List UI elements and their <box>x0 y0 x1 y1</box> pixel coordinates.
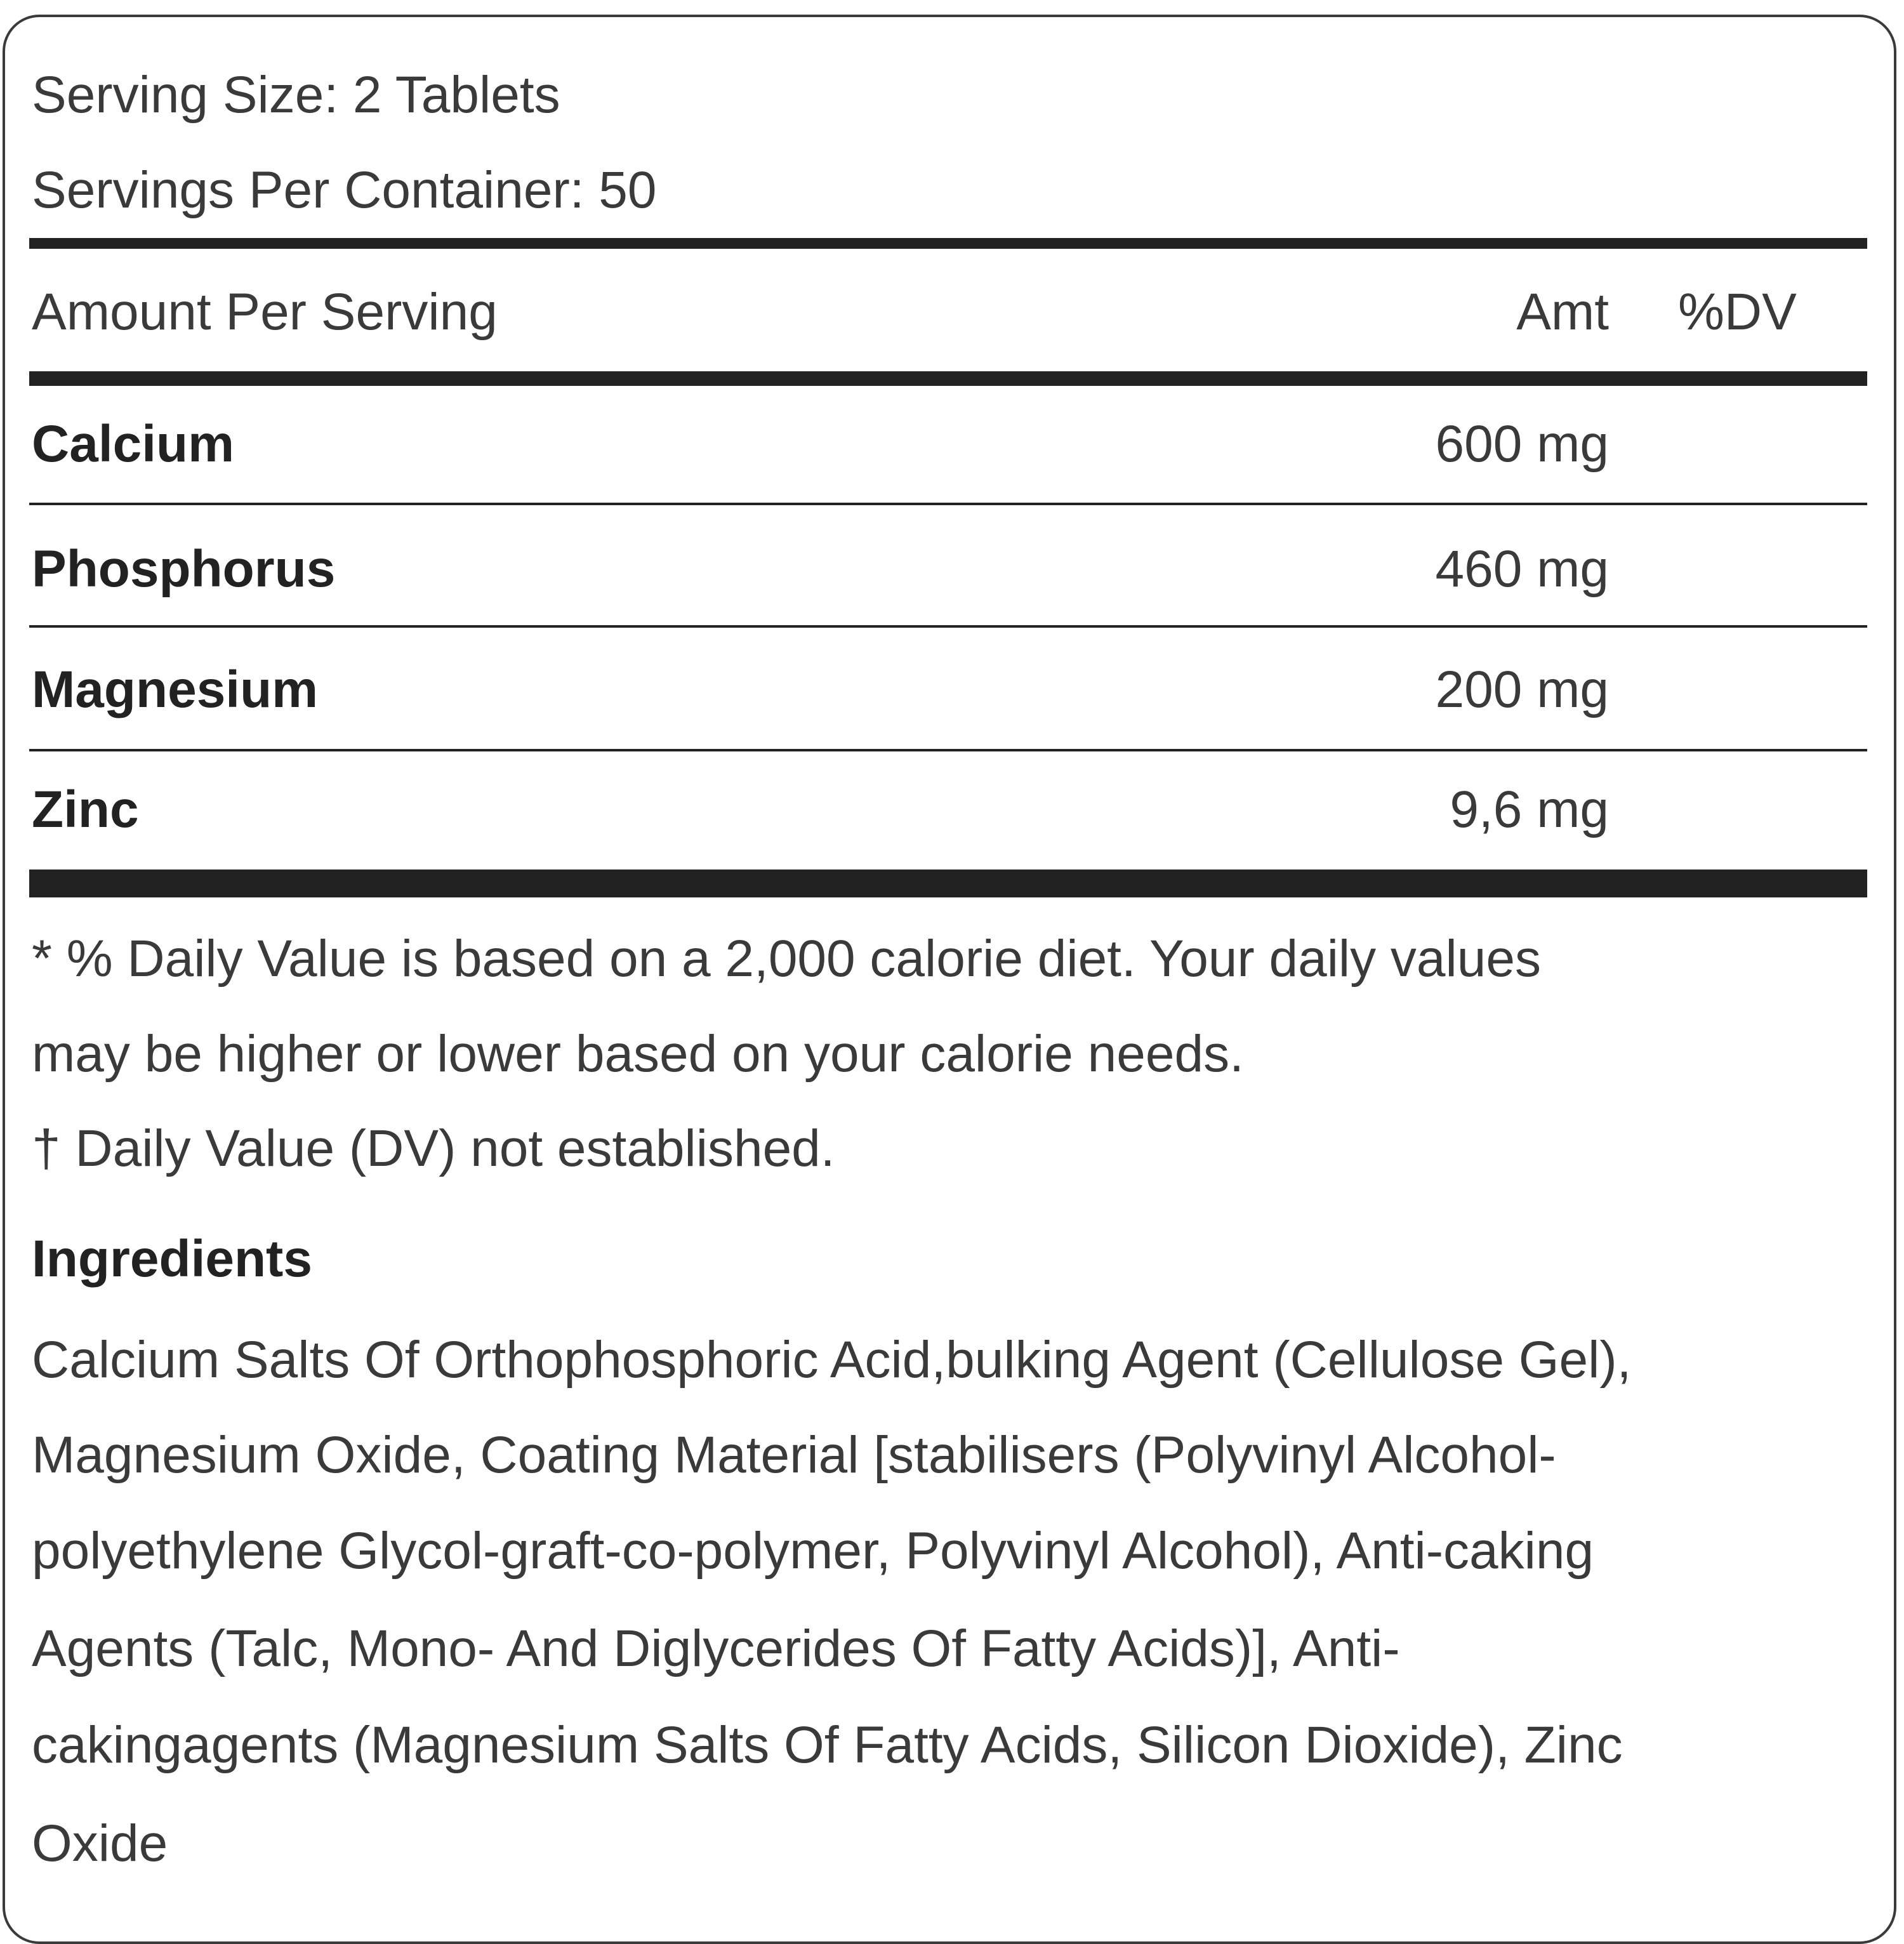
nutrient-name: Phosphorus <box>32 540 336 598</box>
row-divider <box>29 749 1867 751</box>
amount-per-serving-label: Amount Per Serving <box>32 283 498 341</box>
thick-divider <box>29 870 1867 897</box>
thick-divider <box>29 238 1867 249</box>
nutrient-name: Zinc <box>32 781 139 838</box>
nutrient-amount: 600 mg <box>1435 415 1609 473</box>
ingredients-line: polyethylene Glycol-graft-co-polymer, Po… <box>32 1522 1594 1580</box>
servings-per-container: Servings Per Container: 50 <box>32 161 657 219</box>
nutrient-name: Magnesium <box>32 661 319 718</box>
dv-not-established-footnote: † Daily Value (DV) not established. <box>32 1120 835 1177</box>
row-divider <box>29 625 1867 628</box>
daily-value-footnote: * % Daily Value is based on a 2,000 calo… <box>32 930 1541 988</box>
ingredients-title: Ingredients <box>32 1230 312 1288</box>
serving-size: Serving Size: 2 Tablets <box>32 66 560 124</box>
thick-divider <box>29 371 1867 386</box>
dv-column-header: %DV <box>1678 283 1797 341</box>
ingredients-line: cakingagents (Magnesium Salts Of Fatty A… <box>32 1716 1623 1774</box>
nutrient-amount: 200 mg <box>1435 661 1609 718</box>
row-divider <box>29 503 1867 505</box>
nutrient-name: Calcium <box>32 415 234 473</box>
ingredients-line: Agents (Talc, Mono- And Diglycerides Of … <box>32 1620 1400 1677</box>
ingredients-line: Magnesium Oxide, Coating Material [stabi… <box>32 1426 1556 1484</box>
nutrient-amount: 9,6 mg <box>1450 781 1609 838</box>
daily-value-footnote: may be higher or lower based on your cal… <box>32 1025 1244 1083</box>
amt-column-header: Amt <box>1516 283 1609 341</box>
nutrient-amount: 460 mg <box>1435 540 1609 598</box>
ingredients-line: Calcium Salts Of Orthophosphoric Acid,bu… <box>32 1331 1632 1389</box>
ingredients-line: Oxide <box>32 1815 168 1872</box>
